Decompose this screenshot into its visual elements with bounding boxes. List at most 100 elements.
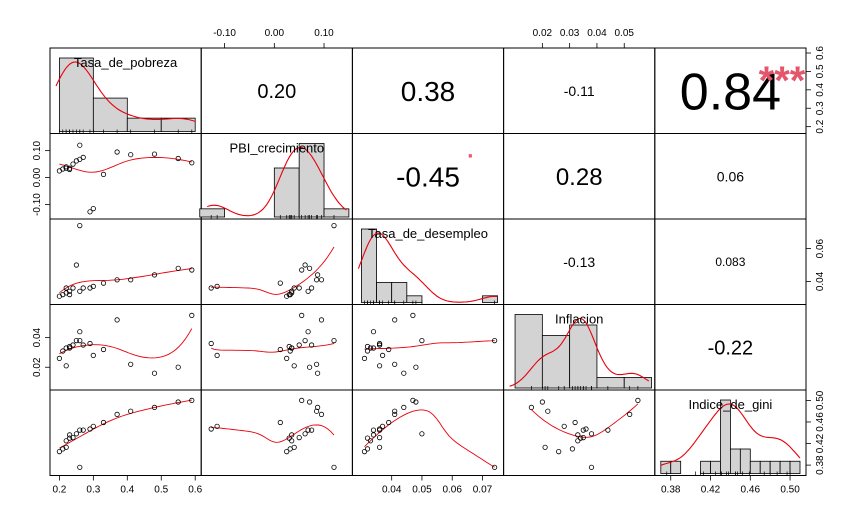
density-line: [357, 232, 498, 303]
data-point: [561, 423, 567, 429]
data-point: [100, 346, 107, 353]
smooth-line: [59, 328, 193, 359]
data-point: [392, 408, 398, 414]
tick-label: 0.04: [382, 485, 402, 496]
smooth-line: [211, 424, 335, 443]
data-point: [63, 285, 69, 291]
histogram-bar: [739, 448, 751, 474]
panel-r0-c1: 0.20: [200, 47, 353, 134]
data-point: [401, 404, 407, 410]
data-point: [277, 346, 283, 353]
data-point: [77, 337, 83, 344]
data-point: [289, 345, 295, 351]
data-point: [90, 283, 96, 289]
data-point: [63, 165, 69, 171]
variable-label-tasa-de-desempleo: Tasa_de_desempleo: [368, 226, 488, 241]
smooth-line: [531, 403, 639, 438]
data-point: [331, 223, 337, 229]
data-point: [214, 423, 220, 429]
data-point: [100, 171, 107, 177]
panel-r1-c0: [49, 133, 202, 220]
data-point: [151, 151, 158, 157]
data-point: [128, 152, 134, 158]
variable-label-tasa-de-pobreza: Tasa_de_pobreza: [74, 55, 178, 70]
tick-label: 0.07: [473, 485, 493, 496]
variable-label-inflacion: Inflacion: [555, 312, 603, 327]
data-point: [539, 399, 546, 405]
histogram-bar: [769, 460, 781, 474]
data-point: [308, 342, 315, 348]
data-point: [302, 262, 308, 268]
density-line: [207, 146, 347, 217]
tick-label: 0.02: [533, 28, 553, 39]
panel-r3-c0: [49, 304, 202, 391]
data-point: [401, 370, 407, 376]
data-point: [60, 348, 66, 354]
correlation-value: 0.28: [556, 164, 603, 191]
data-point: [376, 363, 383, 369]
data-point: [214, 352, 220, 358]
tick-label: 0.4: [120, 485, 134, 496]
data-point: [314, 404, 321, 410]
data-point: [67, 291, 73, 298]
data-point: [580, 434, 586, 441]
data-point: [605, 427, 611, 433]
data-point: [70, 161, 76, 167]
histogram-bar: [789, 460, 801, 474]
data-point: [313, 277, 320, 283]
data-point: [128, 361, 134, 367]
data-point: [277, 280, 283, 286]
data-point: [73, 337, 80, 344]
histogram-bar: [273, 167, 300, 218]
panel-r1-c2: -0.45.: [351, 133, 505, 220]
data-point: [577, 435, 584, 441]
outer-axes: 0.2 0.3 0.4 0.5 0.6 0.04 0.05 0.06 0.07 0.38 0.42 0…: [32, 28, 826, 496]
histogram-bar: [720, 399, 731, 474]
variable-label-pbi-crecimiento: PBI_crecimiento: [229, 141, 324, 156]
histogram-bar: [670, 460, 682, 474]
tick-label: 0.2: [815, 119, 826, 133]
data-point: [114, 317, 120, 323]
data-point: [364, 435, 371, 441]
data-point: [318, 277, 325, 283]
data-point: [67, 435, 73, 441]
data-point: [100, 280, 107, 286]
data-point: [583, 426, 589, 432]
data-point: [291, 444, 297, 450]
data-point: [305, 427, 311, 433]
data-point: [73, 431, 80, 437]
data-point: [575, 432, 581, 438]
panel-r3-c4: -0.22: [654, 304, 807, 391]
tick-label: -0.10: [213, 28, 236, 39]
histogram-bar: [596, 377, 625, 389]
data-point: [286, 435, 292, 441]
data-point: [331, 337, 337, 344]
data-point: [364, 343, 371, 350]
tick-label: 0.3: [86, 485, 100, 496]
smooth-line: [59, 268, 192, 294]
data-point: [175, 265, 181, 271]
panel-r0-c0: Tasa_de_pobreza: [49, 47, 202, 134]
data-point: [77, 427, 83, 433]
data-point: [289, 288, 295, 294]
tick-label: 0.6: [815, 46, 826, 60]
data-point: [491, 464, 498, 470]
data-point: [56, 448, 63, 455]
tick-label: 0.04: [32, 327, 43, 347]
data-point: [63, 363, 69, 369]
data-point: [370, 329, 377, 335]
data-point: [77, 142, 83, 148]
data-point: [413, 399, 419, 405]
data-point: [305, 288, 311, 294]
data-point: [63, 164, 69, 170]
data-point: [491, 337, 498, 344]
panel-r4-c1: [200, 389, 353, 476]
data-point: [376, 434, 383, 441]
tick-label: 0.46: [741, 485, 761, 496]
histogram-bar: [779, 460, 791, 474]
panel-r1-c3: 0.28: [503, 133, 656, 220]
histogram-bar: [361, 228, 377, 303]
data-point: [314, 370, 321, 376]
tick-label: 0.10: [314, 28, 334, 39]
